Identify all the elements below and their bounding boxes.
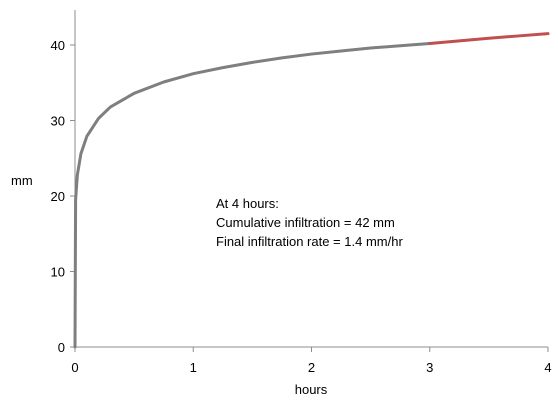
y-tick-label: 40 [51,38,65,53]
series-line-0 [73,41,432,349]
y-tick-label: 20 [51,189,65,204]
series-layer [73,32,550,349]
x-tick-label: 4 [544,360,551,375]
annotation-line-3: Final infiltration rate = 1.4 mm/hr [216,234,403,249]
x-tick-label: 0 [71,360,78,375]
annotation-line-2: Cumulative infiltration = 42 mm [216,215,395,230]
x-axis-title: hours [295,382,328,397]
y-tick-label: 0 [58,340,65,355]
axes: 0 10 20 30 40 0 1 2 3 4 [51,10,552,375]
y-tick-label: 10 [51,265,65,280]
x-tick-label: 1 [190,360,197,375]
x-tick-label: 3 [426,360,433,375]
x-tick-label: 2 [308,360,315,375]
y-axis-title: mm [11,173,33,188]
annotation-line-1: At 4 hours: [216,196,279,211]
y-tick-label: 30 [51,114,65,129]
labels-layer: hours mm At 4 hours: Cumulative infiltra… [11,173,403,397]
series-line-1 [428,32,550,45]
